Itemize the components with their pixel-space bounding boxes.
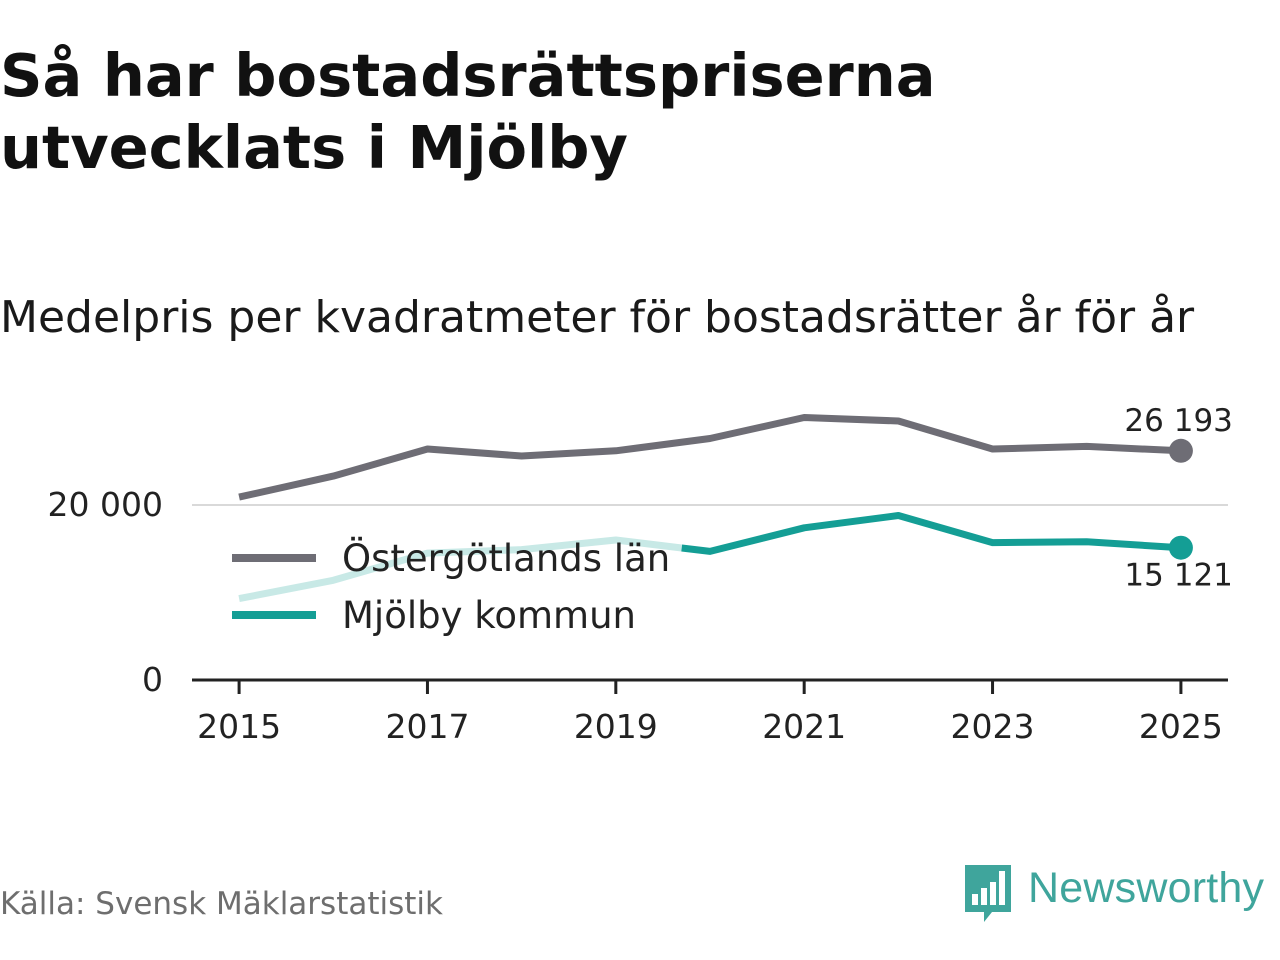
x-tick-label: 2019 (574, 707, 658, 746)
brand-logo[interactable]: Newsworthy (962, 862, 1264, 932)
label-layer: 26 193 15 121 (1124, 403, 1232, 594)
axis-layer: 0 20 000 2015 2017 2019 2021 2023 2025 (48, 485, 1228, 746)
series-layer (238, 414, 1193, 603)
series-line-mjolby (681, 512, 1182, 555)
legend: Östergötlands län Mjölby kommun (232, 537, 670, 637)
brand-name: Newsworthy (1028, 864, 1265, 912)
series-line-ostergotland (238, 414, 1182, 501)
x-tick-label: 2017 (385, 707, 469, 746)
x-tick-label: 2021 (762, 707, 846, 746)
legend-item-mjolby: Mjölby kommun (232, 594, 636, 637)
legend-item-ostergotland: Östergötlands län (232, 537, 670, 580)
x-tick-label: 2025 (1139, 707, 1223, 746)
end-marker-ostergotland (1168, 438, 1193, 463)
x-tick-label: 2015 (197, 707, 281, 746)
series-line-mjolby-faded (238, 536, 683, 603)
end-marker-mjolby (1168, 535, 1193, 560)
legend-label: Östergötlands län (342, 537, 670, 580)
chart-title: Så har bostadsrättspriserna utvecklats i… (0, 41, 936, 182)
end-label-ostergotland: 26 193 (1124, 403, 1232, 439)
end-label-mjolby: 15 121 (1124, 558, 1232, 594)
newsworthy-logo-icon (965, 865, 1011, 922)
source-note: Källa: Svensk Mäklarstatistik (0, 886, 443, 922)
legend-label: Mjölby kommun (342, 594, 636, 637)
y-tick-label: 0 (142, 660, 163, 699)
y-tick-label: 20 000 (48, 485, 163, 524)
chart-subtitle: Medelpris per kvadratmeter för bostadsrä… (0, 292, 1195, 343)
x-tick-label: 2023 (951, 707, 1035, 746)
